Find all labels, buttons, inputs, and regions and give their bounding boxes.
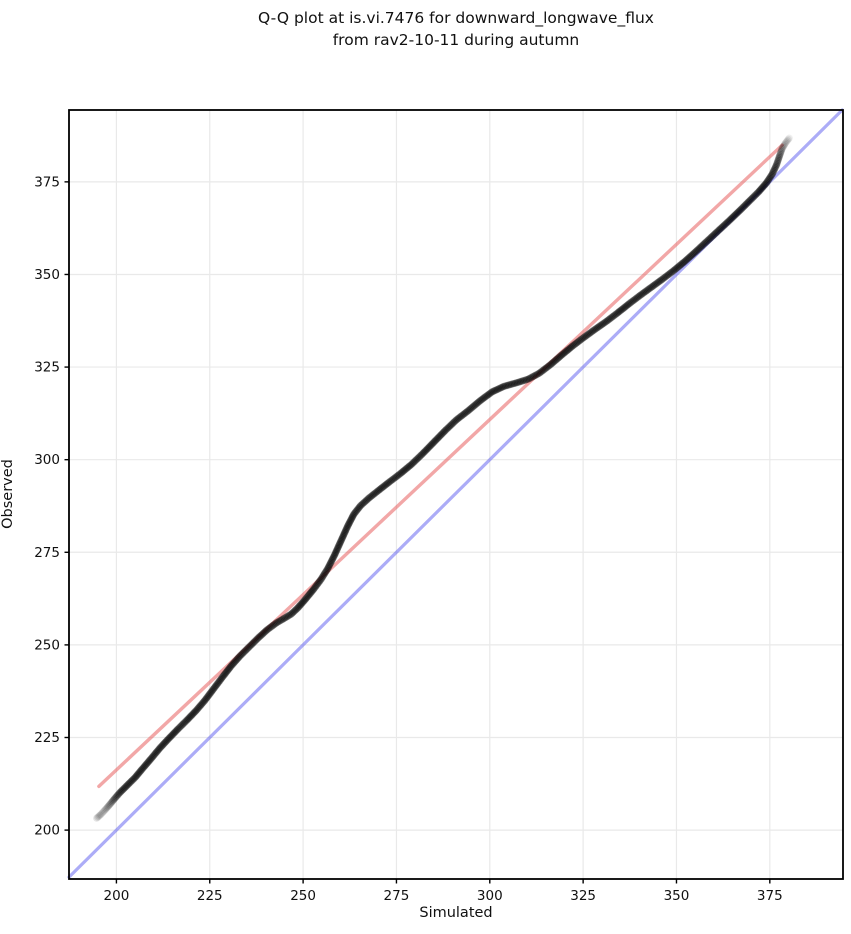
y-tick-label: 200 (34, 823, 60, 839)
grid-lines (69, 110, 843, 879)
y-tick-label: 275 (34, 545, 60, 561)
y-tick-label: 325 (34, 360, 60, 376)
x-tick-label: 225 (197, 888, 223, 904)
x-tick-label: 325 (570, 888, 596, 904)
y-tick-label: 375 (34, 174, 60, 190)
fit-line (97, 143, 784, 789)
chart-title: Q-Q plot at is.vi.7476 for downward_long… (258, 9, 654, 50)
scatter-points (93, 134, 793, 822)
x-tick-label: 350 (664, 888, 690, 904)
y-tick-label: 350 (34, 267, 60, 283)
y-tick-label: 225 (34, 730, 60, 746)
x-tick-label: 275 (384, 888, 410, 904)
reference-lines (67, 108, 844, 879)
y-tick-label: 250 (34, 637, 60, 653)
y-axis-label: Observed (0, 459, 16, 529)
x-tick-label: 375 (757, 888, 783, 904)
axis-tick-labels: 200 225 250 275 300 325 350 375 200 225 250 275 300 3… (34, 174, 782, 904)
x-tick-label: 300 (477, 888, 503, 904)
y-tick-label: 300 (34, 452, 60, 468)
x-axis-label: Simulated (419, 905, 493, 921)
axis-ticks (64, 181, 771, 884)
axes-frame (68, 109, 844, 880)
x-tick-label: 250 (290, 888, 316, 904)
x-tick-label: 200 (104, 888, 130, 904)
identity-line (67, 108, 844, 879)
